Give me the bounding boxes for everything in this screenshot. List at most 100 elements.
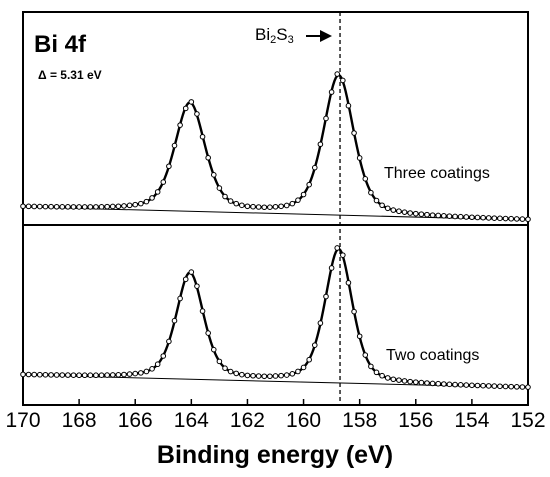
data-point-upper <box>429 212 436 218</box>
data-point-upper <box>255 204 262 210</box>
data-point-upper <box>166 163 172 170</box>
data-point-lower <box>525 384 531 390</box>
x-tick-label-170: 170 <box>5 409 40 432</box>
data-point-upper <box>205 154 211 161</box>
data-point-upper <box>98 204 105 210</box>
data-point-upper <box>328 89 335 95</box>
data-point-lower <box>233 370 240 377</box>
data-point-upper <box>474 214 481 221</box>
data-point-upper <box>59 204 66 210</box>
data-point-upper <box>497 215 503 222</box>
data-point-lower <box>429 380 436 387</box>
lower-panel-frame <box>22 224 529 406</box>
data-point-lower <box>37 371 43 378</box>
data-point-lower <box>143 368 150 375</box>
data-point-upper <box>109 203 116 210</box>
data-point-lower <box>182 276 189 283</box>
data-point-upper <box>227 198 234 204</box>
data-point-lower <box>497 383 503 390</box>
data-point-upper <box>480 214 486 221</box>
data-point-upper <box>216 185 223 191</box>
x-tick-label-160: 160 <box>286 409 321 432</box>
data-point-upper <box>222 193 228 200</box>
data-point-lower <box>345 279 352 286</box>
data-point-lower <box>20 371 26 378</box>
data-point-lower <box>485 383 492 389</box>
data-point-lower <box>283 372 290 378</box>
data-point-upper <box>126 202 133 209</box>
data-point-lower <box>300 364 307 371</box>
x-tick-label-164: 164 <box>174 409 209 432</box>
data-point-upper <box>452 213 458 220</box>
data-point-lower <box>199 308 206 314</box>
data-point-upper <box>160 179 167 185</box>
data-point-lower <box>390 376 397 383</box>
data-point-upper <box>20 203 26 210</box>
data-point-upper <box>362 176 369 182</box>
data-point-upper <box>149 195 155 201</box>
data-point-lower <box>121 371 127 378</box>
data-point-upper <box>121 203 127 209</box>
data-point-upper <box>379 202 385 209</box>
data-point-upper <box>70 204 77 210</box>
data-point-upper <box>104 203 110 210</box>
data-point-upper <box>42 203 49 210</box>
data-point-upper <box>368 189 374 196</box>
chart-title: Bi 4f <box>34 31 87 58</box>
data-point-upper <box>491 215 498 221</box>
data-point-lower <box>373 369 380 376</box>
data-point-upper <box>272 203 279 210</box>
data-point-lower <box>81 372 88 379</box>
data-point-lower <box>171 317 178 324</box>
chart-subtitle: Δ = 5.31 eV <box>38 68 102 82</box>
lower-series-layer <box>20 245 531 390</box>
x-tick-label-154: 154 <box>454 409 489 432</box>
data-point-lower <box>227 368 234 375</box>
data-point-lower <box>317 320 324 326</box>
data-point-upper <box>300 191 307 198</box>
data-point-lower <box>323 293 329 300</box>
data-point-upper <box>239 202 245 209</box>
data-point-lower <box>149 366 155 372</box>
data-point-lower <box>412 379 419 385</box>
data-point-lower <box>222 365 228 371</box>
ref-label-part-2: S <box>276 25 287 44</box>
data-point-lower <box>93 372 99 379</box>
x-tick-label-152: 152 <box>510 409 545 432</box>
data-point-lower <box>70 372 77 378</box>
data-point-lower <box>424 380 430 386</box>
data-point-upper <box>81 204 88 210</box>
data-point-upper <box>87 204 94 210</box>
data-point-lower <box>205 330 211 336</box>
data-point-upper <box>424 211 430 218</box>
data-point-lower <box>166 338 172 345</box>
data-point-upper <box>446 213 453 219</box>
data-point-upper <box>233 200 240 207</box>
data-point-lower <box>65 372 71 378</box>
x-ticks <box>22 399 529 405</box>
data-point-lower <box>42 371 49 378</box>
data-point-lower <box>396 377 402 383</box>
data-point-upper <box>278 203 284 210</box>
data-point-lower <box>469 382 475 389</box>
data-point-lower <box>132 370 139 377</box>
x-tick-label-168: 168 <box>62 409 97 432</box>
data-point-lower <box>340 252 346 258</box>
data-point-lower <box>508 383 514 390</box>
data-point-upper <box>283 202 290 209</box>
data-point-upper <box>143 198 150 205</box>
data-point-upper <box>435 212 442 219</box>
data-point-lower <box>188 269 195 275</box>
upper-series-layer <box>20 71 531 223</box>
data-point-lower <box>446 381 453 388</box>
data-point-lower <box>384 375 391 381</box>
data-point-upper <box>177 122 183 128</box>
data-point-upper <box>65 204 71 210</box>
data-point-upper <box>115 203 122 210</box>
data-point-lower <box>87 372 94 379</box>
reference-arrow-head <box>320 30 332 42</box>
data-point-lower <box>334 245 341 251</box>
data-point-upper <box>525 216 531 223</box>
data-point-lower <box>255 373 262 379</box>
